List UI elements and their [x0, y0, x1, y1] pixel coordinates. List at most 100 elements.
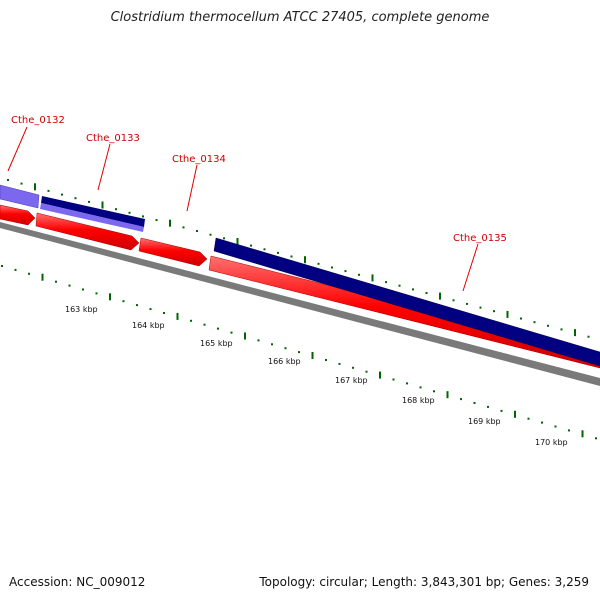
cds-reverse-cthe-0132[interactable]: [0, 184, 40, 209]
minor-tick: [68, 284, 71, 287]
minor-tick: [338, 362, 341, 365]
minor-tick: [587, 335, 590, 338]
outer-tick-track: [7, 179, 590, 338]
cds-forward-cthe-0132[interactable]: [0, 204, 36, 226]
minor-tick: [1, 265, 3, 267]
minor-tick: [47, 189, 50, 192]
minor-tick: [263, 248, 266, 251]
major-tick: [169, 219, 171, 227]
minor-tick: [500, 409, 503, 412]
minor-tick: [128, 211, 131, 214]
map-title: Clostridium thermocellum ATCC 27405, com…: [110, 10, 490, 25]
minor-tick: [533, 321, 536, 324]
kbp-label: 167 kbp: [335, 376, 368, 385]
minor-tick: [82, 288, 84, 291]
cds-reverse-cthe-0133[interactable]: [41, 196, 145, 227]
major-tick: [236, 238, 239, 245]
minor-tick: [412, 288, 414, 291]
leader-line-cthe-0134: [186, 164, 198, 212]
minor-tick: [527, 417, 530, 420]
minor-tick: [115, 208, 117, 211]
minor-tick: [163, 312, 165, 314]
major-tick: [41, 273, 44, 281]
minor-tick: [209, 233, 212, 236]
minor-tick: [230, 331, 233, 334]
cds-forward-cthe-0135[interactable]: [208, 255, 600, 369]
minor-tick: [20, 182, 23, 185]
major-tick: [244, 332, 246, 340]
major-tick: [101, 201, 104, 209]
major-tick: [581, 430, 584, 438]
minor-tick: [493, 310, 495, 313]
major-tick: [514, 410, 516, 418]
minor-tick: [88, 200, 90, 203]
minor-tick: [257, 339, 260, 342]
major-tick: [34, 183, 36, 191]
minor-tick: [452, 299, 455, 302]
minor-tick: [55, 280, 57, 283]
minor-tick: [541, 421, 543, 424]
kbp-label: 166 kbp: [268, 357, 301, 366]
minor-tick: [473, 402, 476, 404]
minor-tick: [595, 437, 597, 440]
genome-backbone: [0, 222, 600, 386]
minor-tick: [419, 386, 422, 389]
major-tick: [446, 391, 449, 399]
leader-line-cthe-0132: [7, 126, 28, 172]
minor-tick: [433, 390, 435, 393]
minor-tick: [406, 382, 408, 385]
cds-reverse-cthe-0133-lower: [40, 203, 144, 232]
minor-tick: [196, 230, 198, 232]
minor-tick: [28, 272, 30, 275]
kbp-label: 163 kbp: [65, 305, 98, 314]
leader-line-cthe-0135: [462, 243, 479, 292]
major-tick: [311, 352, 314, 359]
major-tick: [574, 329, 576, 337]
minor-tick: [554, 425, 557, 428]
cds-forward-cthe-0133[interactable]: [35, 212, 140, 251]
minor-tick: [136, 304, 138, 307]
minor-tick: [7, 179, 9, 181]
minor-tick: [425, 292, 428, 294]
minor-tick: [466, 302, 468, 305]
minor-tick: [217, 327, 219, 330]
accession-text: Accession: NC_009012: [9, 575, 146, 589]
minor-tick: [325, 359, 327, 361]
minor-tick: [398, 284, 401, 287]
gene-label-cthe-0133: Cthe_0133: [86, 133, 140, 144]
minor-tick: [520, 317, 522, 320]
inner-tick-track: [1, 265, 597, 440]
minor-tick: [223, 237, 225, 240]
kbp-label: 164 kbp: [132, 321, 165, 330]
cds-forward-cthe-0134[interactable]: [138, 237, 208, 267]
minor-tick: [317, 262, 320, 265]
minor-tick: [352, 366, 354, 369]
major-tick: [506, 310, 509, 318]
major-tick: [371, 274, 374, 282]
kbp-label: 165 kbp: [200, 339, 233, 348]
gene-label-cthe-0135: Cthe_0135: [453, 233, 507, 244]
minor-tick: [385, 281, 387, 284]
minor-tick: [74, 197, 77, 200]
minor-tick: [142, 215, 144, 218]
minor-tick: [203, 323, 206, 326]
major-tick: [109, 293, 111, 301]
major-tick: [439, 292, 441, 300]
major-tick: [176, 312, 179, 320]
minor-tick: [250, 244, 252, 247]
minor-tick: [61, 193, 63, 196]
kbp-label: 169 kbp: [468, 417, 501, 426]
minor-tick: [95, 292, 98, 295]
minor-tick: [182, 226, 185, 229]
minor-tick: [149, 308, 152, 311]
minor-tick: [365, 370, 368, 373]
minor-tick: [290, 255, 293, 258]
cds-reverse-cthe-0135[interactable]: [213, 237, 600, 367]
leader-line-cthe-0133: [97, 143, 111, 191]
minor-tick: [460, 398, 462, 401]
kbp-label: 168 kbp: [402, 396, 435, 405]
minor-tick: [155, 219, 158, 222]
minor-tick: [344, 270, 347, 273]
major-tick: [304, 256, 306, 264]
